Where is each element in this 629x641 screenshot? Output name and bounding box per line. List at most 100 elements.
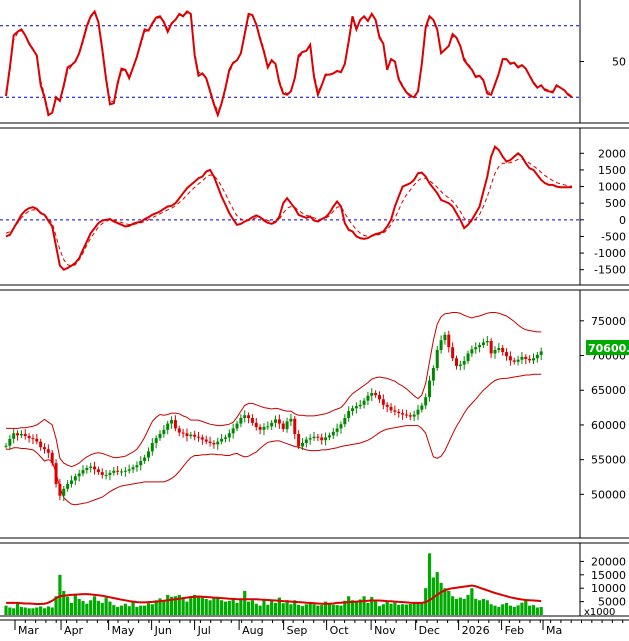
candle-body [162,429,166,434]
volume-bar [293,600,297,615]
volume-bar [516,605,520,615]
volume-bar [374,600,378,615]
volume-bar [316,605,320,615]
volume-bar [451,596,455,615]
volume-bar [504,602,509,615]
y-tick-label: 15000 [591,569,626,582]
candle-body [274,419,278,423]
volume-bar [458,597,462,615]
candle-body [131,467,135,470]
volume-bar [19,606,24,615]
volume-bar [535,607,539,615]
candle-body [478,345,482,348]
volume-bar [304,604,308,615]
candle-body [235,423,239,429]
candle-body [16,433,20,436]
candle-body [69,480,73,484]
volume-bar [312,604,316,615]
x-tick-label: Apr [64,624,84,637]
volume-moving-average-line [6,584,542,605]
volume-bar [8,607,12,615]
volume-bar [397,604,401,615]
candle-body [297,433,301,447]
volume-bar [350,600,355,615]
volume-bar [50,607,54,615]
x-tick-label: Oct [330,624,350,637]
candle-body [374,393,378,396]
x-tick-label: Ma [546,624,562,637]
macd-signal-line [5,158,573,267]
volume-bar [281,603,285,615]
y-tick-label: 55000 [591,454,626,467]
volume-bar [297,604,301,615]
candle-body [239,418,243,424]
volume-bar [524,600,528,615]
macd-main-line [5,145,572,271]
x-tick-label: Mar [18,624,39,637]
volume-bar [327,603,332,615]
volume-bar [42,608,47,615]
volume-bar [243,590,247,615]
candle-body [89,466,93,468]
y-tick-label: 500 [605,197,626,210]
volume-bar [343,600,347,615]
volume-bar [104,597,108,615]
volume-bar [528,605,532,615]
candle-body [170,420,174,424]
last-price-tag-background [586,340,629,355]
candle-body [31,438,35,440]
volume-bar [273,602,278,615]
volume-bar [389,603,393,615]
candle-body [424,397,428,406]
volume-bar [400,604,405,615]
candle-body [81,470,85,474]
candle-body [193,434,197,437]
y-tick-label: 0 [619,214,626,227]
volume-bar [35,607,39,615]
candle-body [439,340,443,350]
volume-bar [493,605,497,615]
volume-bar [331,604,335,615]
candle-body [93,466,97,470]
candle-body [474,347,478,350]
candle-body [289,418,293,422]
volume-bar [73,594,77,615]
candle-body [508,356,512,361]
candle-body [528,359,532,361]
volume-bar [23,607,27,615]
candle-body [412,414,416,417]
candle-body [493,349,497,354]
panel-frames [0,0,629,617]
y-tick-label: 5000 [598,596,626,609]
candle-body [270,422,274,427]
volume-bar [81,601,85,615]
candle-body [146,451,150,458]
candle-body [227,433,231,438]
candle-body [300,442,304,447]
candle-body [185,433,189,437]
y-tick-label: 50 [612,56,626,69]
candle-body [112,470,116,473]
volume-bar [362,596,366,615]
volume-bar [339,605,343,615]
volume-bar [31,608,35,615]
volume-bar [489,604,493,615]
last-price-label: 70600.00 [588,342,629,355]
volume-bar [531,605,536,615]
volume-bar [508,605,512,615]
price-panel [4,312,543,506]
y-tick-label: 60000 [591,419,626,432]
volume-unit-label: x1000 [584,607,615,618]
volume-bar [320,605,324,615]
candle-body [208,441,212,443]
candle-body [524,356,528,359]
candle-body [451,347,455,359]
candle-body [512,360,516,362]
volume-bar [158,598,162,615]
volume-bar [385,601,389,615]
volume-bar [139,605,143,615]
candle-body [293,418,297,434]
candle-body [458,364,462,366]
candle-body [339,424,343,429]
